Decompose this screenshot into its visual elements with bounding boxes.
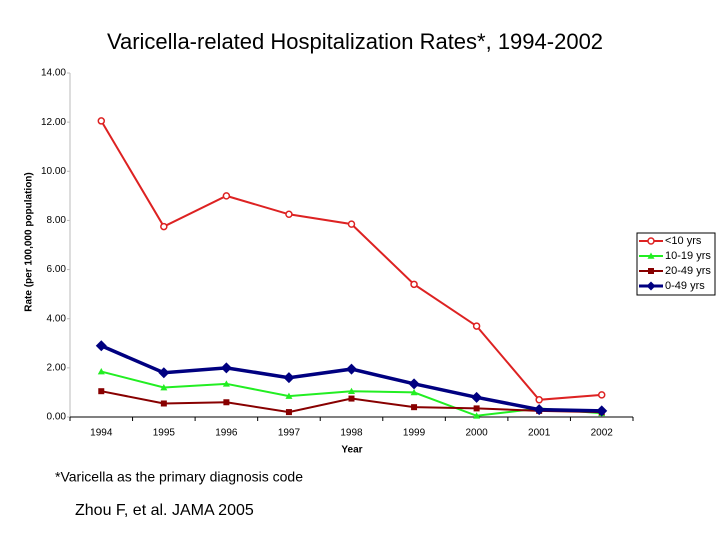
marker — [348, 395, 355, 402]
marker — [408, 378, 420, 390]
marker — [410, 280, 418, 289]
marker — [97, 117, 106, 125]
marker — [347, 220, 356, 228]
citation: Zhou F, et al. JAMA 2005 — [75, 502, 254, 519]
marker — [95, 340, 107, 352]
footnote: *Varicella as the primary diagnosis code — [55, 469, 303, 485]
y-tick-label: 8.00 — [47, 215, 67, 226]
marker — [346, 363, 357, 375]
marker — [158, 367, 170, 379]
marker — [97, 368, 105, 375]
marker — [646, 281, 656, 291]
legend: <10 yrs 10-19 yrs 20-49 yrs 0-49 yrs — [636, 232, 716, 296]
legend-label: 20-49 yrs — [665, 265, 711, 277]
marker — [411, 404, 418, 411]
marker — [473, 412, 481, 419]
marker — [596, 405, 608, 417]
legend-label: 10-19 yrs — [665, 250, 711, 262]
marker — [220, 362, 232, 374]
y-tick-label: 2.00 — [47, 362, 67, 373]
y-tick-label: 10.00 — [41, 166, 66, 177]
marker — [283, 372, 295, 384]
y-tick-label: 0.00 — [47, 412, 67, 423]
marker — [98, 388, 105, 395]
x-tick-label: 1999 — [403, 428, 426, 439]
x-tick-label: 1998 — [340, 428, 363, 439]
x-tick-label: 1996 — [215, 428, 238, 439]
marker — [285, 210, 293, 219]
legend-label: <10 yrs — [665, 235, 702, 247]
marker — [160, 384, 168, 391]
marker — [285, 409, 292, 416]
marker — [410, 388, 418, 396]
marker — [472, 322, 481, 330]
marker — [597, 391, 606, 399]
series — [97, 117, 606, 404]
marker — [285, 392, 293, 399]
marker — [647, 252, 655, 259]
marker — [348, 387, 355, 394]
marker — [222, 192, 231, 200]
x-tick-label: 2002 — [591, 428, 614, 439]
marker — [535, 396, 543, 404]
marker — [648, 268, 654, 274]
x-tick-label: 2001 — [528, 428, 551, 439]
y-tick-label: 4.00 — [47, 313, 67, 324]
series — [95, 340, 608, 417]
y-axis-label: Rate (per 100,000 population) — [24, 172, 35, 311]
x-axis-label: Year — [341, 445, 362, 456]
line — [100, 120, 602, 401]
x-tick-label: 1994 — [90, 428, 113, 439]
marker — [222, 380, 230, 387]
y-tick-label: 6.00 — [47, 264, 67, 275]
marker — [473, 405, 480, 412]
x-tick-label: 1997 — [278, 428, 301, 439]
y-tick-label: 14.00 — [41, 68, 66, 79]
y-tick-label: 12.00 — [41, 117, 66, 128]
marker — [223, 399, 230, 406]
chart-title: Varicella-related Hospitalization Rates*… — [107, 29, 603, 54]
marker — [160, 400, 167, 407]
x-tick-label: 2000 — [465, 428, 488, 439]
marker — [471, 391, 483, 403]
marker — [533, 404, 545, 416]
marker — [160, 222, 168, 231]
x-tick-label: 1995 — [153, 428, 176, 439]
marker — [647, 237, 655, 245]
legend-label: 0-49 yrs — [665, 280, 705, 292]
